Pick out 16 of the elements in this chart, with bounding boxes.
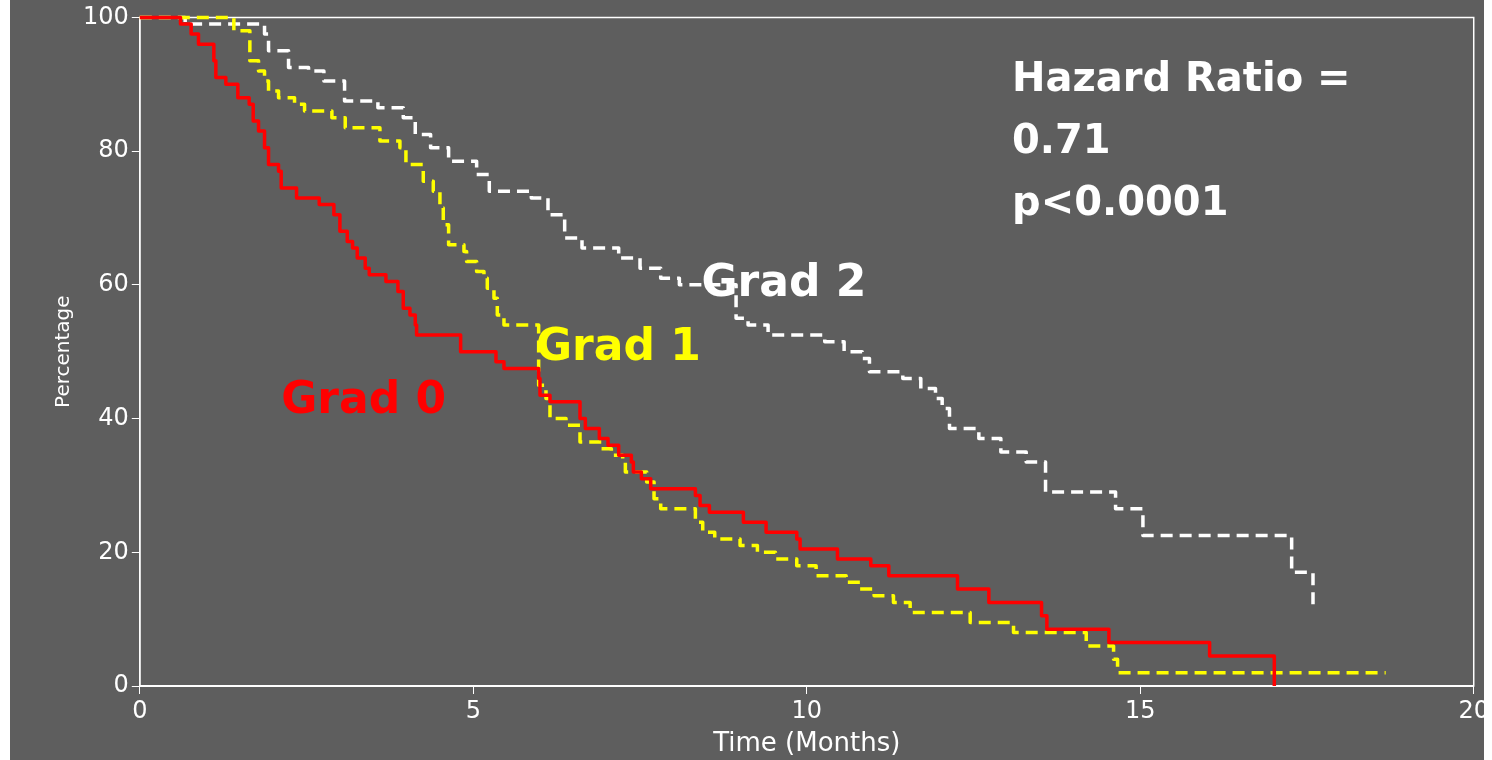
y-tick-label: 0 <box>113 670 129 699</box>
y-tick-label: 20 <box>98 536 129 565</box>
y-tick-label: 100 <box>83 1 129 30</box>
series-label: Grad 1 <box>535 318 701 370</box>
annotation: p<0.0001 <box>1012 177 1230 226</box>
x-tick-label: 0 <box>132 695 148 724</box>
y-tick-label: 80 <box>98 135 129 164</box>
series-label: Grad 2 <box>701 254 867 306</box>
y-tick-label: 60 <box>98 269 129 298</box>
series-label: Grad 0 <box>281 372 447 424</box>
y-tick-label: 40 <box>98 402 129 431</box>
x-tick-label: 10 <box>791 695 823 724</box>
x-tick-label: 5 <box>465 695 481 724</box>
y-axis-title: Percentage <box>50 295 75 408</box>
x-axis-title: Time (Months) <box>712 727 901 758</box>
x-tick-label: 15 <box>1124 695 1156 724</box>
